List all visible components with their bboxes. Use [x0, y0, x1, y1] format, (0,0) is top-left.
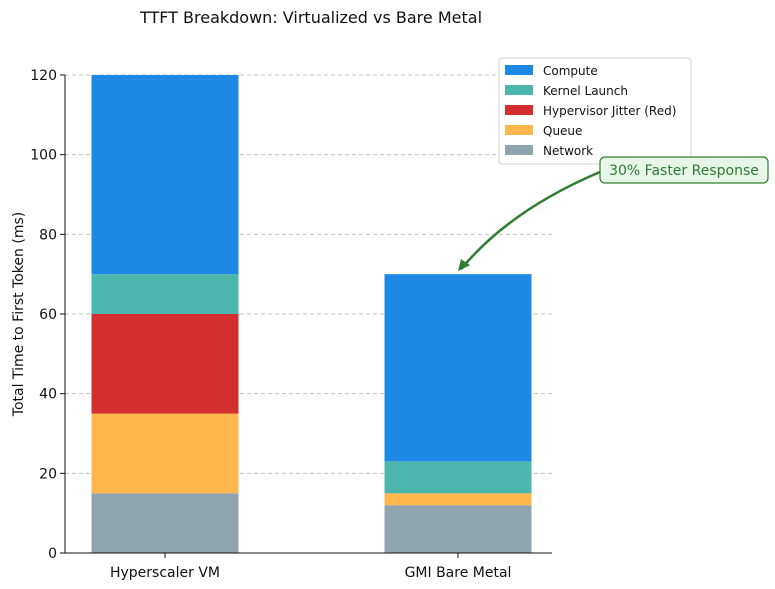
bar-segment-compute	[91, 75, 239, 275]
y-tick-label: 0	[48, 546, 57, 562]
annotation-arrow	[460, 170, 601, 270]
y-axis-label: Total Time to First Token (ms)	[11, 212, 27, 417]
annotation-box	[599, 156, 769, 184]
bar-segment-kernel-launch	[384, 461, 532, 494]
bar-segment-network	[384, 505, 532, 553]
y-tick-label: 120	[30, 68, 57, 84]
bar-segment-hypervisor-jitter-red	[91, 314, 239, 414]
bar-stacks	[91, 75, 532, 553]
legend: Compute Kernel Launch Hypervisor Jitter (R…	[498, 57, 692, 165]
y-tick-label: 100	[30, 148, 57, 164]
legend-label: Kernel Launch	[543, 84, 628, 98]
legend-swatch	[505, 145, 533, 155]
bar-segment-queue	[91, 413, 239, 494]
legend-swatch	[505, 85, 533, 95]
annotation-text: 30% Faster Response	[609, 163, 759, 179]
annotation: 30% Faster Response	[458, 156, 769, 272]
bar-segment-kernel-launch	[91, 274, 239, 314]
y-tick-label: 80	[39, 227, 57, 243]
legend-box	[498, 57, 692, 165]
annotation-arrowhead	[458, 259, 470, 272]
legend-swatch	[505, 105, 533, 115]
y-tick-labels: 0 20 40 60 80 100 120	[30, 68, 65, 562]
y-tick-label: 40	[39, 387, 57, 403]
legend-swatch	[505, 65, 533, 75]
legend-label: Compute	[543, 64, 598, 78]
x-tick-label: GMI Bare Metal	[405, 565, 512, 581]
legend-label: Network	[543, 144, 593, 158]
legend-label: Hypervisor Jitter (Red)	[543, 104, 676, 118]
bar-segment-queue	[384, 493, 532, 506]
bar-segment-network	[91, 493, 239, 553]
y-tick-label: 20	[39, 466, 57, 482]
y-tick-label: 60	[39, 307, 57, 323]
chart-title: TTFT Breakdown: Virtualized vs Bare Meta…	[139, 8, 482, 27]
x-tick-label: Hyperscaler VM	[110, 565, 220, 581]
legend-label: Queue	[543, 124, 582, 138]
x-tick-labels: Hyperscaler VM GMI Bare Metal	[110, 553, 511, 581]
bar-segment-compute	[384, 274, 532, 462]
legend-swatch	[505, 125, 533, 135]
